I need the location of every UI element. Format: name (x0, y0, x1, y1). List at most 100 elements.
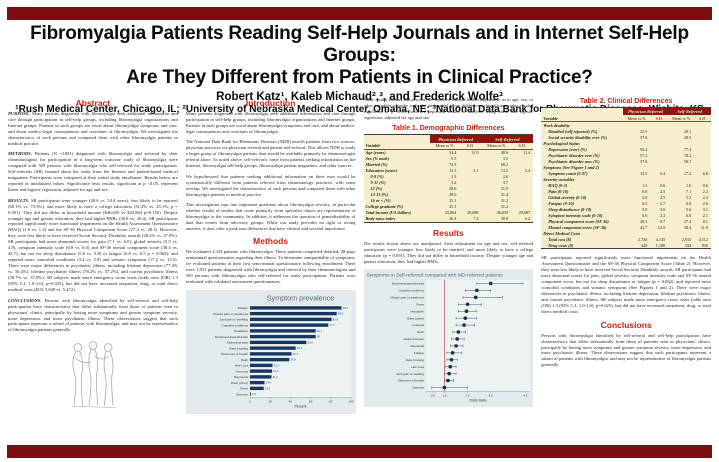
odds-ratio-marker (449, 358, 453, 362)
table-section-label: Work disability (543, 122, 570, 128)
table-cell-value: 68.2 (500, 162, 509, 168)
table-cell-value: 29.6 (449, 192, 457, 198)
table-cell-value: 2.7 (659, 200, 666, 206)
table-row-label: 9-11 (%) (370, 180, 386, 186)
table2-title: Table 2. Clinical Differences (579, 98, 673, 105)
table-cell-value: 31.2 (500, 198, 509, 204)
table-cell-value: 56.4 (639, 146, 648, 152)
table-row: Symptom count (0-37) 13.5 6.4 17.2 6.8 (541, 170, 711, 176)
table-group-header: Physician Referred (622, 107, 669, 116)
table-row-label: Married (%) (365, 162, 388, 168)
bar-category-label: Raynauds (234, 375, 248, 379)
bar-category-label: Anorexia (236, 369, 248, 373)
table-row: Psychiatric disorder now (%) 37.0 58.7 (541, 158, 711, 164)
table-group-header: Physician Referred (429, 134, 482, 143)
odds-ratio-marker (461, 323, 466, 328)
table-row-label: Social security disability ever (%) (548, 134, 608, 140)
forest-category-label: Shortness of breath (397, 379, 424, 383)
table-row: College graduate (%) 25.1 31.2 (364, 204, 534, 210)
bar (249, 323, 329, 327)
table-cell-value: 0.6 (659, 182, 666, 188)
odds-ratio-marker (473, 295, 477, 300)
table-row: Social security disability ever (%) 37.0 2… (541, 134, 711, 140)
results-text: SR participants were younger (48.6 vs. 5… (8, 197, 178, 293)
table-cell-value: 38.4 (683, 224, 692, 230)
bar-value-label: 55.8 (307, 340, 313, 344)
forest-category-label: Anorexia (412, 323, 424, 327)
forest-category-label: Easy bruising (405, 358, 423, 362)
x-tick-label: 2.0 (465, 393, 470, 397)
table-cell-value: 28.5 (683, 134, 692, 140)
bar-category-label: Numbness/paresthesias (215, 335, 249, 339)
introduction-p1: Many persons diagnosed with fibromyalgia… (185, 111, 356, 134)
poster-affiliations: ¹Rush Medical Center, Chicago, IL; ²Univ… (15, 103, 704, 115)
bar-category-label: Fatigue (237, 306, 248, 310)
bar (249, 351, 292, 356)
bar (249, 346, 296, 350)
table-cell-value: 73.3 (449, 162, 457, 168)
table-cell-value: 77.4 (683, 146, 692, 152)
bar-value-label: 45.2 (297, 346, 303, 350)
table-row: Global severity (0-10) 4.9 2.5 5.5 2.4 (541, 194, 711, 200)
results-paragraph: The results shown above are unadjusted. … (363, 240, 534, 264)
table-cell-value: 42.7 (639, 224, 648, 230)
poster-title: Fibromyalgia Patients Reading Self-Help … (0, 23, 719, 89)
forest-category-label: Joint pain or swelling (396, 372, 424, 376)
poster-columns: Abstract PURPOSE. Many persons diagnosed… (8, 97, 711, 442)
table-cell-value: 58.7 (683, 158, 692, 164)
bar-value-label: 14.4 (265, 380, 271, 384)
table-row-label: Age (years) (365, 150, 386, 156)
table1-container: Physician Referred Self-Referred Variable M… (363, 134, 534, 223)
x-axis-label: Odds Ratio (469, 399, 487, 403)
table-cell-value: 2.2 (659, 212, 666, 218)
bar (249, 317, 332, 321)
poster-title-line1: Fibromyalgia Patients Reading Self-Help … (30, 23, 689, 66)
bar (249, 380, 265, 385)
table-row-label: Education (years) (365, 168, 398, 174)
table-row: Work disability (541, 122, 711, 129)
table-row-label: Global severity (0-10) (548, 194, 587, 200)
table1-title: Table 1. Demographic Differences (392, 125, 505, 133)
odds-ratio-marker (464, 309, 468, 314)
introduction-p3: We hypothesized that patients seeking ad… (185, 173, 356, 197)
table-cell-value: 17.2 (683, 170, 692, 176)
x-tick-label: 80 (329, 399, 333, 403)
table-row: Psychiatric disorder ever (%) 57.2 78.2 (541, 152, 711, 158)
table-cell-value: 13.3 (449, 168, 457, 174)
table-row: Body mass index 26.4 7.2 30.8 6.2 (364, 216, 534, 223)
bar-value-label: 65 (317, 334, 320, 338)
bar (249, 328, 316, 333)
table-cell-value: 28.3 (639, 218, 648, 224)
table-cell-value: 78.2 (683, 152, 692, 158)
table-row-label: Drug costs ($) (548, 242, 574, 248)
table-row-label: College graduate (%) (365, 204, 404, 210)
table-column-header: S.D. (511, 142, 534, 150)
bar (249, 369, 272, 373)
table-row: Fatigue (0-10) 6.5 2.7 6.8 2.6 (541, 200, 711, 206)
abstract-heading: Abstract (75, 98, 111, 108)
table-row: Physical component score (SF 36) 28.3 8.7 2… (541, 218, 711, 224)
table-cell-value: 3.0 (659, 206, 666, 212)
bar-category-label: Seizures (236, 392, 248, 396)
table-cell-value: 13.5 (500, 168, 509, 174)
table-row-label: Symptom count (0-37) (548, 170, 588, 176)
table-section-label: Symptoms (See Figure 1 and 2) (543, 164, 599, 170)
table-row-label: Depression (ever) (%) (548, 146, 587, 152)
table-row-label: HAQ (0-3) (548, 182, 568, 188)
odds-ratio-marker (488, 281, 493, 286)
table-cell-value: 8.1 (702, 218, 708, 224)
table-variable-header: Variable (541, 115, 623, 123)
table-row: Severity variables (541, 176, 711, 182)
table-cell-value: 30.8 (500, 216, 509, 222)
table-row: Total income (US dollars) 43,864 28,698 46,… (364, 210, 534, 216)
x-tick-label: 100 (348, 399, 353, 403)
table-row-label: Mental component score (SF 36) (548, 224, 607, 230)
introduction-heading: Introduction (245, 98, 296, 108)
introduction-p4: This investigation taps into important q… (185, 202, 356, 231)
figure-sketch-wrap (8, 339, 178, 420)
purpose-label: PURPOSE. (8, 111, 31, 116)
table-row: Psychological Status (541, 140, 711, 146)
table-group-header: Self-Referred (481, 134, 534, 143)
x-tick-label: 4.5 (523, 393, 528, 397)
table-cell-value: 2.5 (659, 194, 666, 200)
